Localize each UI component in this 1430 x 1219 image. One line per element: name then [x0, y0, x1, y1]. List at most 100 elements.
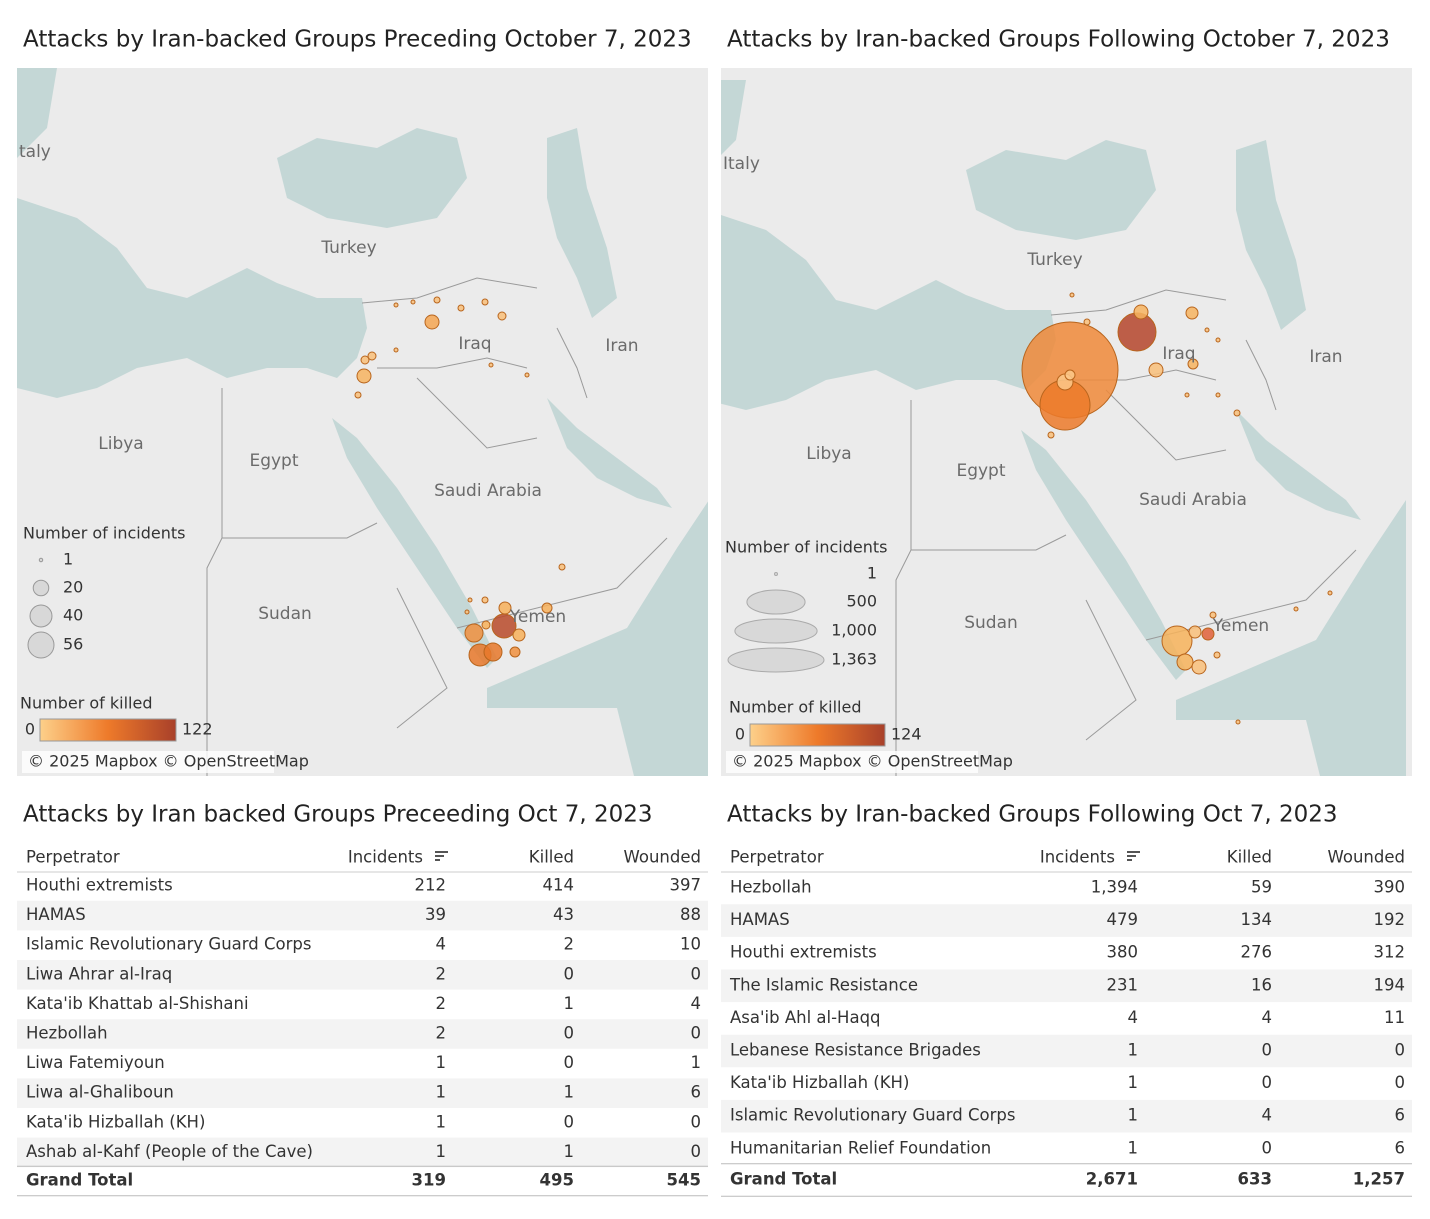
table-cell: 39: [425, 905, 446, 924]
map-right: [721, 68, 1412, 776]
table-cell: Kata'ib Hizballah (KH): [26, 1112, 205, 1131]
legend-size-mark: [32, 579, 50, 597]
table-cell: The Islamic Resistance: [729, 975, 918, 994]
table-cell: 88: [680, 905, 701, 924]
row-stripe: [721, 1099, 1412, 1133]
legend-size-label: 500: [846, 592, 877, 611]
table-cell: 479: [1107, 910, 1139, 929]
table-cell: 0: [1262, 1138, 1273, 1157]
attribution-bg: [22, 751, 274, 773]
table-cell: 1: [1128, 1073, 1139, 1092]
color-scale-max: 124: [891, 725, 922, 744]
column-header: Wounded: [624, 848, 701, 867]
table-cell: 231: [1107, 975, 1139, 994]
place-label: taly: [19, 142, 51, 162]
table-cell: Liwa Ahrar al-Iraq: [26, 964, 172, 983]
total-cell: Grand Total: [26, 1171, 133, 1190]
attribution: © 2025 Mapbox © OpenStreetMap: [28, 752, 309, 771]
table-cell: 0: [1262, 1041, 1273, 1060]
color-scale: [39, 718, 177, 742]
color-scale-min: 0: [25, 720, 35, 739]
table-cell: 2: [436, 1024, 447, 1043]
legend-size-label: 1: [63, 550, 73, 569]
row-stripe: [17, 1137, 708, 1168]
row-stripe: [17, 900, 708, 931]
legend-size-mark: [727, 647, 825, 673]
table-cell: Kata'ib Khattab al-Shishani: [26, 994, 249, 1013]
table-cell: 1: [564, 994, 575, 1013]
column-header: Killed: [1227, 848, 1272, 867]
table-cell: 134: [1241, 910, 1273, 929]
total-cell: 633: [1238, 1170, 1272, 1189]
legend-size-label: 1: [867, 564, 877, 583]
table-cell: Hezbollah: [26, 1024, 108, 1043]
place-label: Iraq: [458, 334, 491, 354]
table-cell: 11: [1384, 1008, 1405, 1027]
total-cell: 319: [412, 1171, 446, 1190]
legend-title: Number of incidents: [725, 538, 887, 557]
table-cell: 0: [564, 1024, 575, 1043]
color-scale: [749, 723, 886, 747]
table-cell: 4: [1128, 1008, 1139, 1027]
place-label: Saudi Arabia: [1139, 490, 1247, 510]
table-cell: 1: [1128, 1138, 1139, 1157]
table-cell: HAMAS: [26, 905, 86, 924]
table-cell: Houthi extremists: [26, 876, 173, 895]
table-cell: 59: [1251, 878, 1272, 897]
legend-size-label: 1,363: [831, 650, 877, 669]
legend-size-mark: [29, 604, 53, 628]
table-cell: Humanitarian Relief Foundation: [730, 1138, 991, 1157]
table-cell: 0: [564, 1112, 575, 1131]
table-cell: Kata'ib Hizballah (KH): [730, 1073, 909, 1092]
table-title: Attacks by Iran-backed Groups Following …: [727, 802, 1338, 828]
table-cell: 0: [691, 964, 702, 983]
table-cell: Liwa al-Ghaliboun: [26, 1083, 174, 1102]
row-stripe: [17, 1019, 708, 1049]
table-cell: 2: [436, 964, 447, 983]
table-cell: 1: [436, 1053, 447, 1072]
table-cell: Houthi extremists: [730, 943, 877, 962]
table-cell: 0: [564, 964, 575, 983]
legend-size-mark: [27, 631, 55, 659]
place-label: Saudi Arabia: [434, 481, 542, 501]
place-label: Yemen: [509, 607, 566, 627]
table-cell: 1: [1128, 1041, 1139, 1060]
table-cell: 380: [1107, 943, 1139, 962]
place-label: Sudan: [964, 613, 1018, 633]
table-cell: Lebanese Resistance Brigades: [730, 1041, 981, 1060]
place-label: Italy: [723, 154, 760, 174]
table-cell: 0: [691, 1112, 702, 1131]
total-cell: 2,671: [1086, 1170, 1138, 1189]
place-label: Egypt: [956, 461, 1005, 481]
table-cell: 1: [436, 1083, 447, 1102]
table-cell: 2: [436, 994, 447, 1013]
row-stripe: [17, 960, 708, 990]
place-label: Libya: [98, 434, 143, 454]
table-cell: 4: [436, 935, 447, 954]
table-cell: 390: [1374, 878, 1406, 897]
place-label: Yemen: [1212, 616, 1269, 636]
total-cell: Grand Total: [730, 1170, 837, 1189]
table-cell: 397: [670, 876, 702, 895]
table-cell: 0: [1395, 1041, 1406, 1060]
table-cell: 1,394: [1091, 878, 1138, 897]
table-cell: 1: [436, 1112, 447, 1131]
attribution: © 2025 Mapbox © OpenStreetMap: [732, 752, 1013, 771]
table-cell: 312: [1374, 943, 1406, 962]
legend-size-label: 1,000: [831, 621, 877, 640]
place-label: Turkey: [320, 238, 376, 258]
table-cell: 1: [436, 1142, 447, 1161]
table-cell: 4: [691, 994, 702, 1013]
column-header: Incidents: [1040, 848, 1115, 867]
row-stripe: [17, 1078, 708, 1108]
table-cell: 2: [564, 935, 575, 954]
table-cell: 1: [564, 1142, 575, 1161]
legend-size-mark: [774, 572, 778, 576]
table-cell: Islamic Revolutionary Guard Corps: [730, 1106, 1015, 1125]
legend-size-mark: [746, 589, 806, 615]
table-cell: 414: [543, 876, 575, 895]
map-left: [17, 68, 708, 776]
row-stripe: [721, 969, 1412, 1003]
legend-size-mark: [38, 557, 44, 563]
